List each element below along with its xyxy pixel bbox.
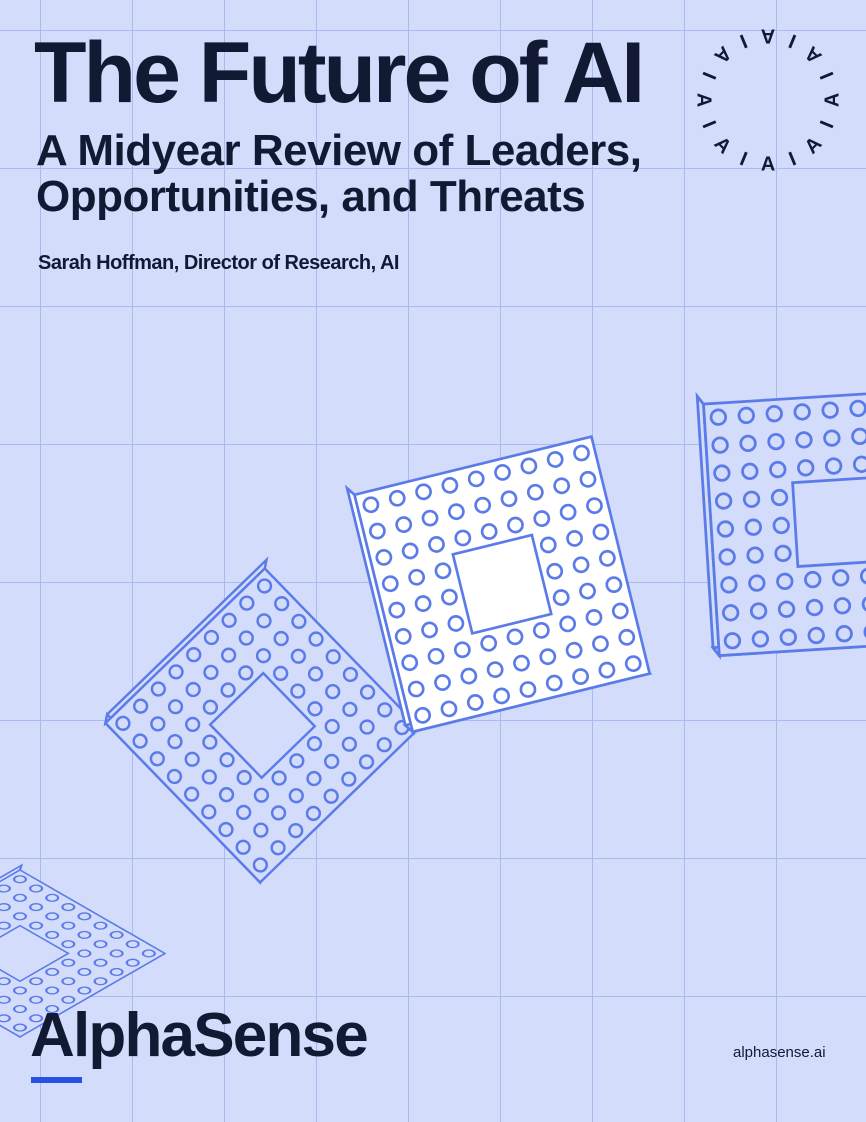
svg-text:I: I xyxy=(697,118,719,132)
svg-text:A: A xyxy=(761,25,775,47)
svg-text:A: A xyxy=(821,93,843,107)
svg-text:A: A xyxy=(801,42,827,68)
svg-text:I: I xyxy=(737,29,751,51)
svg-text:A: A xyxy=(710,42,736,68)
svg-text:I: I xyxy=(786,29,800,51)
svg-text:A: A xyxy=(761,153,775,175)
svg-text:I: I xyxy=(737,148,751,170)
svg-text:A: A xyxy=(710,133,736,159)
svg-text:A: A xyxy=(801,133,827,159)
svg-text:I: I xyxy=(786,148,800,170)
svg-text:I: I xyxy=(816,69,838,83)
svg-text:A: A xyxy=(693,93,715,107)
svg-text:I: I xyxy=(816,118,838,132)
svg-text:I: I xyxy=(697,69,719,83)
